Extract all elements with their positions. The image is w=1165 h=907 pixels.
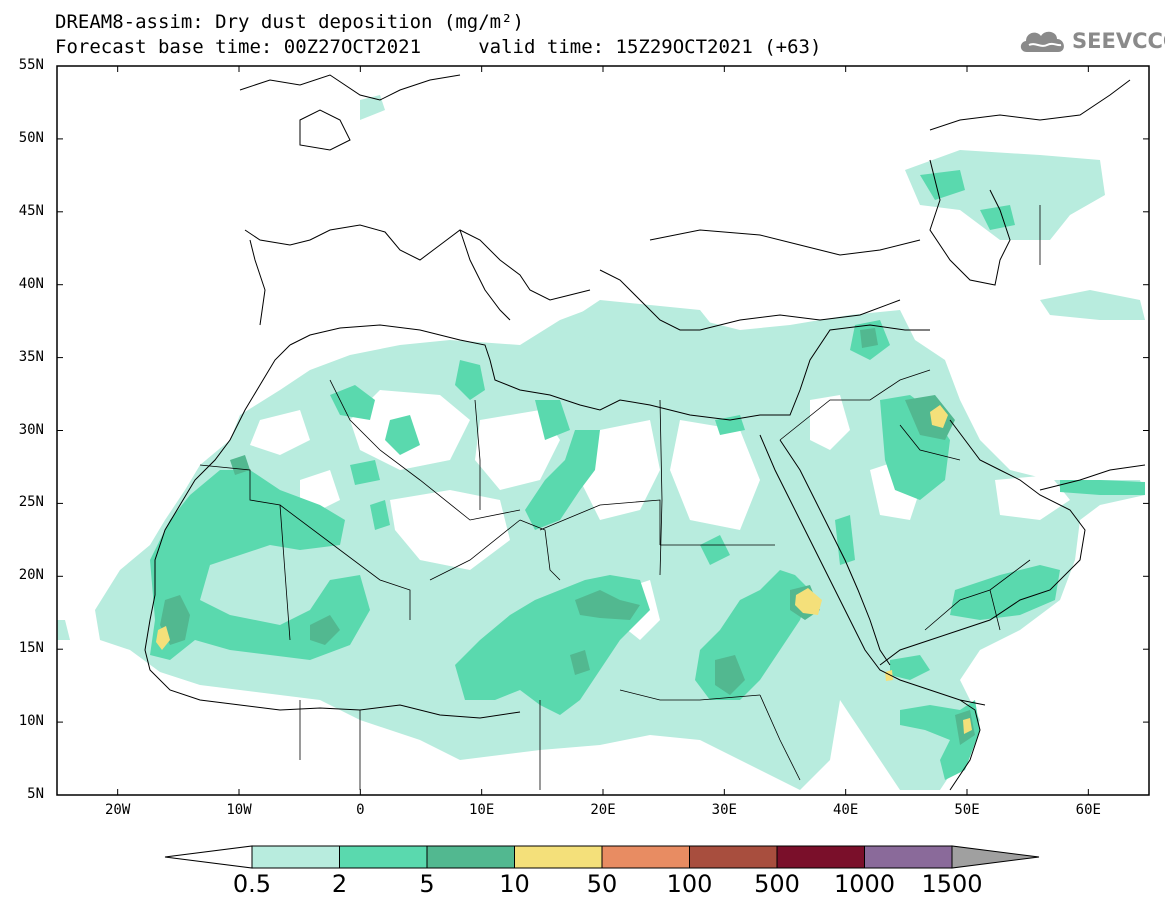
- lat-label: 55N: [18, 57, 44, 73]
- lon-label: 30E: [711, 802, 737, 818]
- colorbar-box: [689, 845, 778, 869]
- colorbar-box: [514, 845, 603, 869]
- lat-label: 5N: [27, 786, 44, 802]
- map-title: DREAM8-assim: Dry dust deposition (mg/m²…: [55, 11, 524, 33]
- lon-label: 60E: [1075, 802, 1101, 818]
- shading-yellow: [156, 405, 972, 734]
- colorbar-level-label: 50: [586, 870, 618, 898]
- lat-label: 35N: [18, 348, 44, 365]
- colorbar: [164, 845, 1040, 869]
- lat-label: 15N: [18, 640, 44, 657]
- colorbar-level-label: 1500: [921, 870, 983, 898]
- colorbar-level-label: 2: [331, 870, 348, 898]
- lat-label: 20N: [18, 567, 44, 584]
- lat-label: 10N: [18, 713, 44, 730]
- lat-label: 40N: [18, 275, 44, 292]
- lat-label: 50N: [18, 129, 44, 146]
- lon-label: 20E: [590, 802, 616, 818]
- colorbar-box: [426, 845, 515, 869]
- lon-label: 10W: [226, 802, 252, 818]
- lon-label: 50E: [954, 802, 980, 818]
- lat-label: 25N: [18, 494, 44, 511]
- forecast-time-line: Forecast base time: 00Z27OCT2021 valid t…: [55, 36, 822, 58]
- colorbar-level-label: 0.5: [232, 870, 272, 898]
- colorbar-level-label: 5: [419, 870, 435, 898]
- lon-label: 10E: [469, 802, 495, 818]
- lon-label: 20W: [105, 802, 131, 818]
- coastlines: [144, 74, 1146, 791]
- colorbar-box: [864, 845, 953, 869]
- seevccc-logo: SEEVCCC: [1017, 26, 1165, 56]
- colorbar-min-triangle: [164, 845, 253, 869]
- colorbar-box: [339, 845, 428, 869]
- colorbar-level-label: 1000: [833, 870, 896, 898]
- colorbar-box: [601, 845, 690, 869]
- colorbar-level-label: 500: [754, 870, 800, 898]
- lon-label: 40E: [833, 802, 859, 818]
- lon-label: 0: [356, 802, 365, 818]
- axis-ticks: [57, 65, 1149, 796]
- borders: [199, 205, 1041, 790]
- colorbar-box: [776, 845, 865, 869]
- cloud-icon: [1020, 31, 1064, 52]
- colorbar-box: [251, 845, 340, 869]
- colorbar-level-label: 100: [666, 870, 713, 898]
- logo-text: SEEVCCC: [1072, 29, 1165, 53]
- colorbar-max-triangle: [951, 845, 1040, 869]
- lat-label: 30N: [18, 421, 44, 438]
- colorbar-level-label: 10: [499, 870, 530, 898]
- lat-label: 45N: [18, 202, 44, 219]
